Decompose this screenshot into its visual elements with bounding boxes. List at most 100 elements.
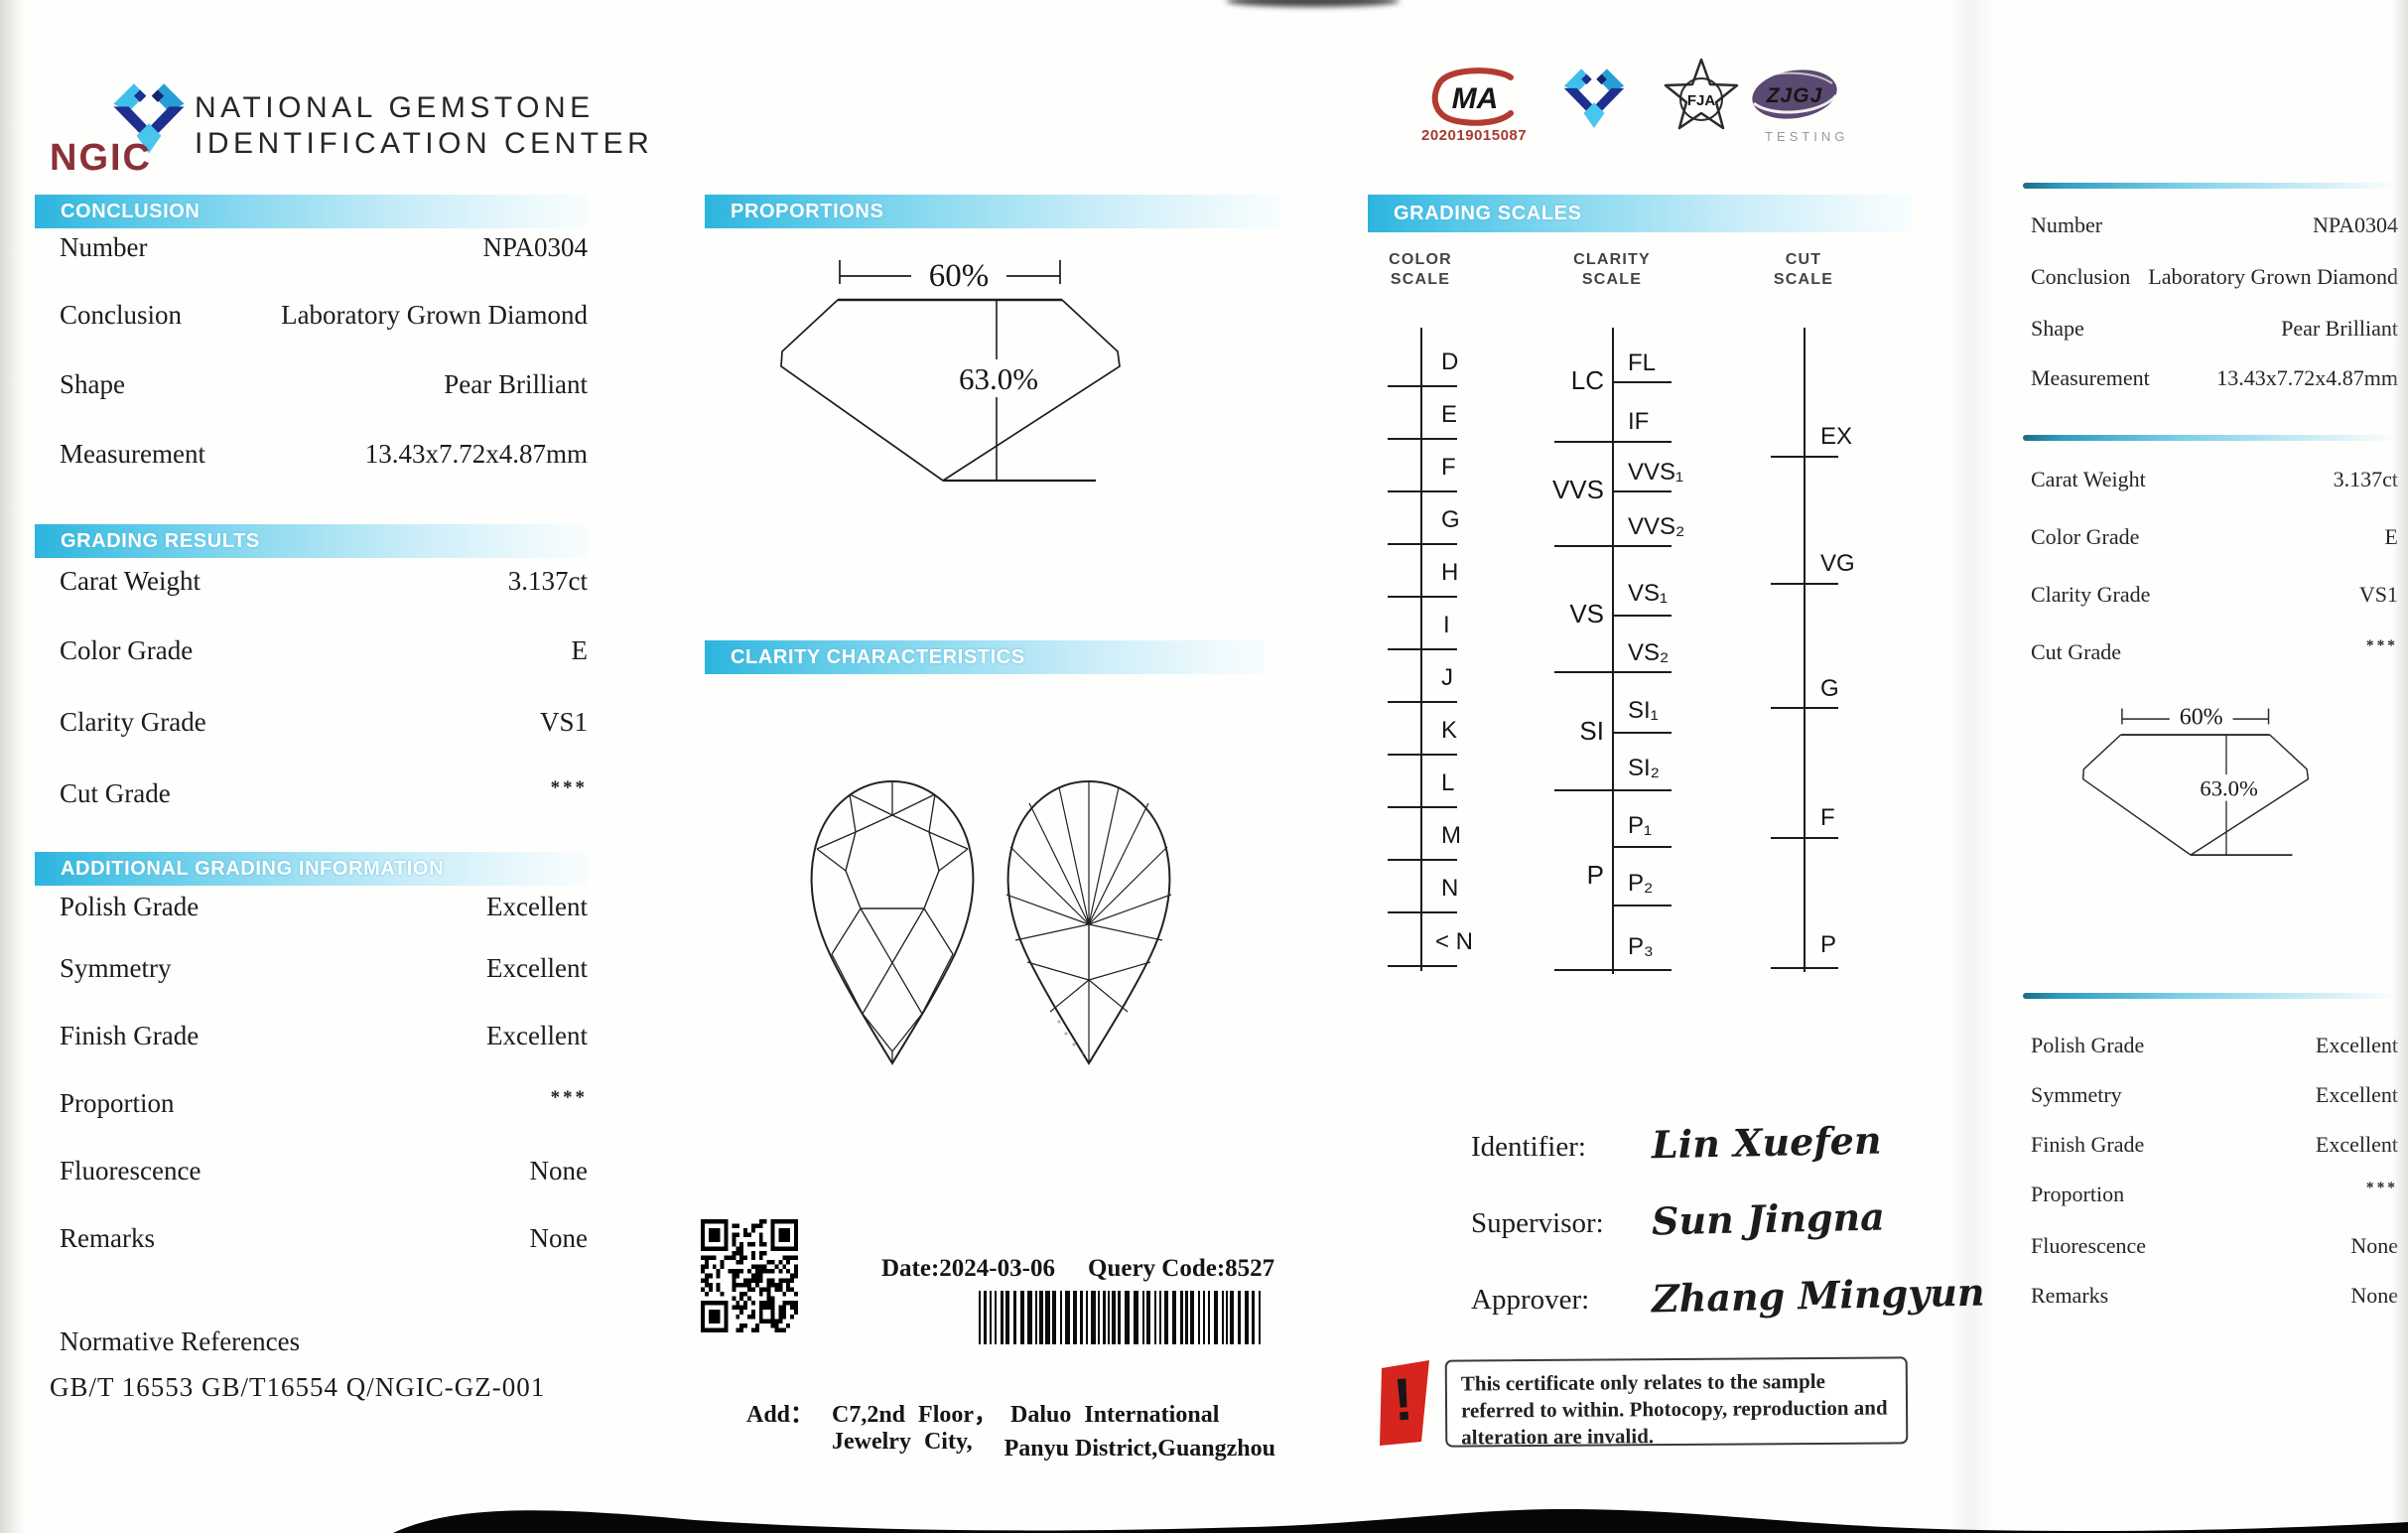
color-grade-label: N (1441, 875, 1459, 902)
info-row: Conclusion Laboratory Grown Diamond (60, 300, 588, 331)
proportions-diagram: 60% 63.0% (780, 258, 1121, 483)
divider (2023, 993, 2400, 999)
fja-star-icon: FJA (1664, 58, 1739, 130)
barcode-bar (1013, 1291, 1016, 1344)
info-row: Proportion *** (60, 1087, 588, 1119)
barcode-bar (1001, 1291, 1003, 1344)
row-label: Proportion (60, 1088, 175, 1118)
row-label: Finish Grade (60, 1021, 200, 1050)
clarity-group-label: LC (1570, 365, 1604, 395)
clarity-grade-label: P₁ (1628, 812, 1653, 839)
clarity-group-label: VVS (1551, 475, 1604, 504)
row-label: Conclusion (2031, 264, 2131, 289)
divider (2023, 435, 2400, 441)
barcode (979, 1291, 1269, 1344)
barcode-bar (1112, 1291, 1116, 1344)
svg-text:FJA: FJA (1687, 92, 1716, 109)
signature-name: Sun Jingna (1651, 1193, 1886, 1244)
row-label: Polish Grade (2031, 1033, 2145, 1057)
info-row: Cut Grade *** (2031, 637, 2398, 665)
info-row: Carat Weight 3.137ct (60, 566, 588, 597)
section-header-clarity-characteristics: CLARITY CHARACTERISTICS (705, 640, 1266, 674)
row-label: Measurement (2031, 365, 2150, 390)
row-label: Remarks (60, 1223, 155, 1253)
row-value: VS1 (539, 707, 588, 737)
clarity-grade-label: VVS₁ (1628, 459, 1684, 486)
barcode-bar (1142, 1291, 1144, 1344)
scale-header-line: CUT (1785, 251, 1822, 268)
notice-box: This certificate only relates to the sam… (1444, 1356, 1909, 1449)
row-value: None (2350, 1233, 2398, 1258)
row-label: Color Grade (60, 635, 194, 665)
signature-row-supervisor: Supervisor: Sun Jingna (1471, 1193, 1928, 1244)
signature-role: Identifier: (1471, 1131, 1586, 1163)
org-name-line2: IDENTIFICATION CENTER (195, 127, 654, 160)
barcode-bar (1125, 1291, 1130, 1344)
color-grade-label: F (1441, 454, 1456, 481)
row-value: Excellent (486, 1021, 588, 1050)
info-row: Remarks None (2031, 1283, 2398, 1309)
clarity-grade-label: P₂ (1628, 870, 1654, 897)
barcode-bar (1208, 1291, 1210, 1344)
row-label: Carat Weight (2031, 467, 2146, 491)
svg-text:ZJGJ: ZJGJ (1766, 84, 1823, 107)
info-row: Carat Weight 3.137ct (2031, 467, 2398, 492)
section-header-grading-scales: GRADING SCALES (1368, 195, 1912, 232)
row-value: 3.137ct (507, 566, 588, 596)
clarity-grade-label: IF (1628, 408, 1650, 435)
scale-tick (1614, 615, 1672, 617)
barcode-bar (1027, 1291, 1032, 1344)
info-row: Measurement 13.43x7.72x4.87mm (2031, 365, 2398, 391)
row-label: Symmetry (60, 953, 172, 983)
scale-tick (1614, 490, 1672, 492)
barcode-bar (1245, 1291, 1249, 1344)
row-value: *** (550, 1087, 588, 1108)
barcode-bar (1118, 1291, 1121, 1344)
row-value: *** (2365, 637, 2398, 654)
diamond-badge-icon (1563, 69, 1625, 128)
row-label: Color Grade (2031, 524, 2140, 549)
divider (2023, 183, 2400, 189)
scale-tick (1388, 911, 1457, 913)
clarity-grade-label: SI₂ (1628, 755, 1660, 781)
info-row: Shape Pear Brilliant (2031, 316, 2398, 342)
barcode-bar (1164, 1291, 1168, 1344)
section-header-grading-results: GRADING RESULTS (35, 524, 588, 558)
info-row: Symmetry Excellent (60, 953, 588, 984)
barcode-bar (1252, 1291, 1255, 1344)
artifact-smudge (1226, 0, 1400, 7)
zjgj-badge-icon: ZJGJ (1752, 70, 1838, 119)
row-value: Excellent (486, 892, 588, 921)
cut-grade-label: P (1820, 931, 1837, 958)
barcode-bar (1230, 1291, 1234, 1344)
row-value: Excellent (2315, 1082, 2398, 1107)
row-label: Carat Weight (60, 566, 201, 596)
scale-tick (1614, 846, 1672, 848)
color-grade-label: < N (1435, 928, 1474, 955)
row-value: E (571, 635, 589, 665)
scale-tick (1554, 545, 1672, 547)
row-value: 13.43x7.72x4.87mm (364, 439, 588, 469)
barcode-bar (1222, 1291, 1224, 1344)
clarity-diagram-pavilion (1005, 779, 1172, 1065)
row-label: Polish Grade (60, 892, 200, 921)
info-row: Conclusion Laboratory Grown Diamond (2031, 264, 2398, 290)
barcode-bar (1073, 1291, 1077, 1344)
scale-tick (1554, 789, 1672, 791)
cut-grade-label: VG (1820, 550, 1855, 577)
svg-text:60%: 60% (2180, 704, 2223, 730)
normative-references-values: GB/T 16553 GB/T16554 Q/NGIC-GZ-001 (50, 1372, 578, 1403)
page-edge-right (2392, 0, 2408, 1533)
ngic-logo-text: NGIC (50, 137, 152, 179)
row-label: Fluorescence (2031, 1233, 2147, 1258)
barcode-bar (1098, 1291, 1100, 1344)
row-label: Fluorescence (60, 1156, 201, 1185)
query-code: Query Code:8527 (1088, 1255, 1275, 1282)
scale-tick (1388, 701, 1457, 703)
page-edge-left (0, 0, 26, 1533)
color-scale-header: COLOR SCALE (1371, 250, 1470, 290)
barcode-bar (1172, 1291, 1176, 1344)
row-label: Normative References (60, 1326, 301, 1356)
row-label: Cut Grade (60, 778, 171, 808)
